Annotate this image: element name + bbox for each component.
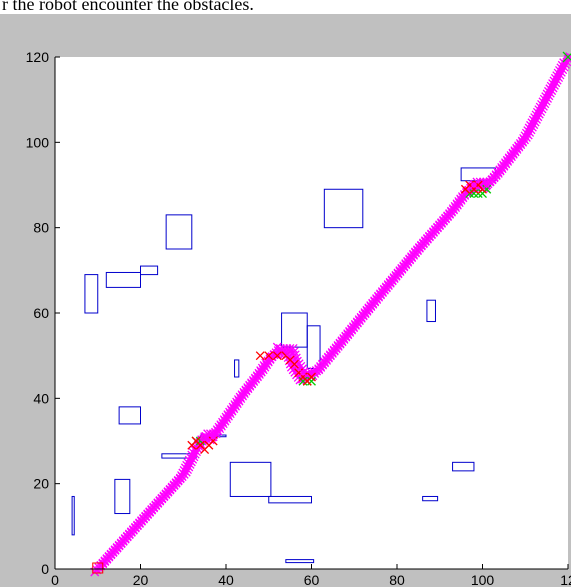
figure-frame: 02040608010012020406080100120 bbox=[0, 14, 571, 587]
path-point bbox=[528, 115, 538, 125]
path-point bbox=[208, 432, 218, 442]
path-point bbox=[534, 105, 544, 115]
obstacle-15 bbox=[268, 495, 312, 504]
path-point bbox=[535, 102, 545, 112]
markers-layer bbox=[92, 51, 571, 574]
path-point bbox=[285, 346, 295, 356]
x-tick-label: 0 bbox=[51, 572, 59, 587]
obstacle-10 bbox=[118, 406, 141, 425]
y-tick-label: 100 bbox=[26, 134, 50, 150]
path-point bbox=[200, 432, 210, 442]
y-tick-label: 60 bbox=[33, 305, 49, 321]
path-point bbox=[559, 58, 569, 68]
path-point bbox=[546, 81, 556, 91]
path-point bbox=[520, 131, 530, 141]
path-point bbox=[298, 368, 308, 378]
path-point bbox=[545, 84, 555, 94]
plot: 02040608010012020406080100120 bbox=[26, 49, 571, 587]
red-marker bbox=[272, 351, 282, 361]
red-marker bbox=[289, 359, 299, 369]
green-marker bbox=[298, 376, 308, 386]
path-point bbox=[177, 471, 186, 481]
path-point bbox=[273, 349, 282, 359]
path-point bbox=[531, 110, 541, 120]
path-point bbox=[272, 342, 282, 352]
path-point bbox=[186, 453, 195, 463]
path-point bbox=[548, 79, 558, 88]
obstacle-0 bbox=[323, 188, 364, 229]
green-marker bbox=[307, 376, 316, 386]
obstacle-19 bbox=[285, 559, 315, 564]
y-tick-label: 40 bbox=[33, 390, 49, 406]
path-point bbox=[187, 450, 197, 460]
y-tick-label: 20 bbox=[33, 476, 49, 492]
y-tick-label: 80 bbox=[33, 220, 49, 236]
x-tick-label: 12 bbox=[560, 572, 571, 587]
obstacle-16 bbox=[71, 495, 75, 536]
y-tick-label: 120 bbox=[26, 49, 50, 65]
obstacle-2 bbox=[84, 274, 99, 314]
x-tick-label: 40 bbox=[218, 572, 234, 587]
obstacle-14 bbox=[229, 461, 272, 497]
path-point bbox=[532, 107, 542, 117]
path-point bbox=[539, 94, 549, 104]
path-point bbox=[524, 123, 534, 133]
path-point bbox=[180, 463, 190, 473]
red-marker bbox=[255, 351, 265, 361]
path-point bbox=[549, 76, 559, 86]
path-point bbox=[469, 180, 479, 190]
path-point bbox=[269, 349, 279, 359]
path-point bbox=[526, 120, 535, 130]
obstacle-13 bbox=[114, 478, 131, 515]
path-point bbox=[543, 86, 553, 96]
obstacle-1 bbox=[165, 214, 193, 250]
path-point bbox=[557, 60, 567, 70]
obstacle-18 bbox=[422, 495, 439, 502]
axes-background bbox=[55, 57, 568, 569]
y-tick-label: 0 bbox=[41, 561, 49, 577]
path-point bbox=[482, 180, 492, 190]
caption-text: r the robot encounter the obstacles. bbox=[2, 0, 254, 10]
path-point bbox=[521, 128, 531, 138]
path-point bbox=[179, 465, 189, 475]
x-tick-label: 100 bbox=[471, 572, 495, 587]
path-point bbox=[556, 63, 566, 73]
path-point bbox=[538, 97, 548, 107]
path-point bbox=[183, 458, 193, 468]
x-tick-label: 80 bbox=[389, 572, 405, 587]
green-marker bbox=[482, 184, 492, 194]
obstacle-4 bbox=[140, 265, 159, 276]
path-point bbox=[519, 133, 529, 143]
goal-marker bbox=[562, 51, 571, 63]
path-point bbox=[175, 473, 185, 483]
path-point bbox=[550, 73, 560, 83]
obstacle-3 bbox=[105, 271, 142, 288]
path-point bbox=[523, 126, 533, 136]
green-marker bbox=[469, 189, 479, 198]
x-tick-label: 60 bbox=[304, 572, 320, 587]
red-marker bbox=[208, 436, 218, 446]
path-point bbox=[178, 468, 188, 478]
path-point bbox=[553, 68, 563, 78]
path-point bbox=[182, 460, 192, 470]
obstacle-17 bbox=[452, 461, 475, 472]
obstacle-9 bbox=[234, 359, 240, 378]
path-point bbox=[184, 455, 194, 465]
path-point bbox=[555, 66, 564, 75]
obstacle-6 bbox=[426, 299, 436, 323]
path-point bbox=[527, 118, 537, 128]
path-point bbox=[517, 136, 527, 146]
path-point bbox=[530, 113, 540, 122]
path-point bbox=[542, 89, 552, 99]
start-marker bbox=[92, 562, 104, 574]
path-point bbox=[552, 71, 562, 81]
obstacles-layer bbox=[71, 167, 496, 564]
path-point bbox=[541, 92, 551, 102]
path-point bbox=[285, 359, 295, 369]
tick-layer: 02040608010012020406080100120 bbox=[26, 49, 571, 587]
x-tick-label: 20 bbox=[133, 572, 149, 587]
red-marker bbox=[264, 351, 274, 361]
path-point bbox=[537, 99, 547, 109]
red-marker bbox=[307, 372, 316, 382]
